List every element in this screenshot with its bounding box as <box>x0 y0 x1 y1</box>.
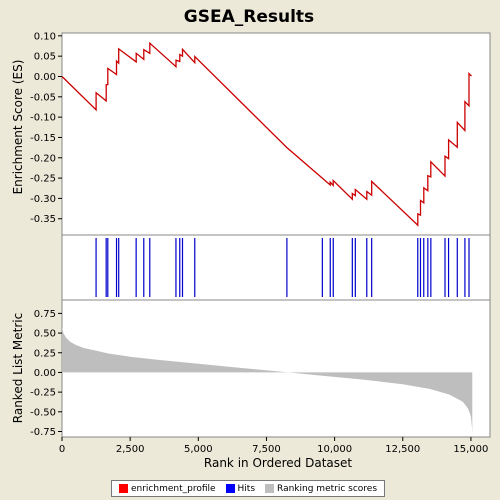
chart-title: GSEA_Results <box>184 7 314 27</box>
x-axis-label: Rank in Ordered Dataset <box>204 456 352 470</box>
rank-y-tick-label: 0.75 <box>34 309 56 320</box>
legend-swatch-blue <box>225 484 235 493</box>
legend-item-enrichment-profile: enrichment_profile <box>118 483 216 494</box>
rank-ticks: 0.75 0.50 0.25 0.00 -0.25 -0.50 -0.75 <box>30 309 62 438</box>
legend-label: Ranking metric scores <box>277 483 378 494</box>
es-y-tick-label: -0.05 <box>30 92 56 103</box>
x-tick-label: 15,000 <box>453 444 488 455</box>
rank-y-tick-label: -0.25 <box>30 388 56 399</box>
legend-item-hits: Hits <box>225 483 256 494</box>
x-tick-label: 5,000 <box>184 444 213 455</box>
es-y-tick-label: -0.25 <box>30 174 56 185</box>
ranking-metric-area <box>62 326 473 436</box>
rank-y-axis-label: Ranked List Metric <box>11 313 25 423</box>
legend-label: enrichment_profile <box>130 483 216 494</box>
es-y-tick-label: -0.10 <box>30 113 56 124</box>
x-tick-label: 2,500 <box>116 444 145 455</box>
rank-panel <box>61 299 491 438</box>
rank-y-tick-label: -0.75 <box>30 427 56 438</box>
legend-swatch-gray <box>265 484 275 493</box>
rank-y-tick-label: 0.50 <box>34 329 56 340</box>
x-tick-label: 12,500 <box>385 444 420 455</box>
legend-label: Hits <box>237 483 256 494</box>
x-axis-ticks: 0 2,500 5,000 7,500 10,000 12,500 15,000 <box>59 437 488 455</box>
enrichment-profile-line <box>61 41 472 227</box>
es-y-tick-label: 0.10 <box>34 31 56 42</box>
ranking-metric-fill <box>62 326 473 436</box>
es-y-tick-label: -0.20 <box>30 153 56 164</box>
rank-y-tick-label: -0.50 <box>30 407 56 418</box>
es-y-tick-label: -0.30 <box>30 194 56 205</box>
es-y-tick-label: -0.35 <box>30 214 56 225</box>
es-y-tick-label: 0.05 <box>34 52 56 63</box>
hits-panel <box>61 234 491 301</box>
hits-marks <box>95 238 470 297</box>
es-y-axis-label: Enrichment Score (ES) <box>11 60 25 195</box>
x-tick-label: 7,500 <box>252 444 281 455</box>
es-y-tick-label: -0.15 <box>30 133 56 144</box>
es-panel <box>61 32 491 236</box>
es-y-tick-label: 0.00 <box>34 72 56 83</box>
rank-y-tick-label: 0.25 <box>34 348 56 359</box>
legend-swatch-red <box>118 484 128 493</box>
legend-item-ranking-metric: Ranking metric scores <box>265 484 377 494</box>
rank-y-tick-label: 0.00 <box>34 368 56 379</box>
x-tick-label: 0 <box>59 444 65 455</box>
x-tick-label: 10,000 <box>317 444 352 455</box>
legend: enrichment_profile Hits Ranking metric s… <box>111 480 385 497</box>
enrichment-profile-series <box>61 41 472 227</box>
es-ticks: 0.10 0.05 0.00 -0.05 -0.10 -0.15 -0.20 -0.25 -0.… <box>30 31 62 225</box>
